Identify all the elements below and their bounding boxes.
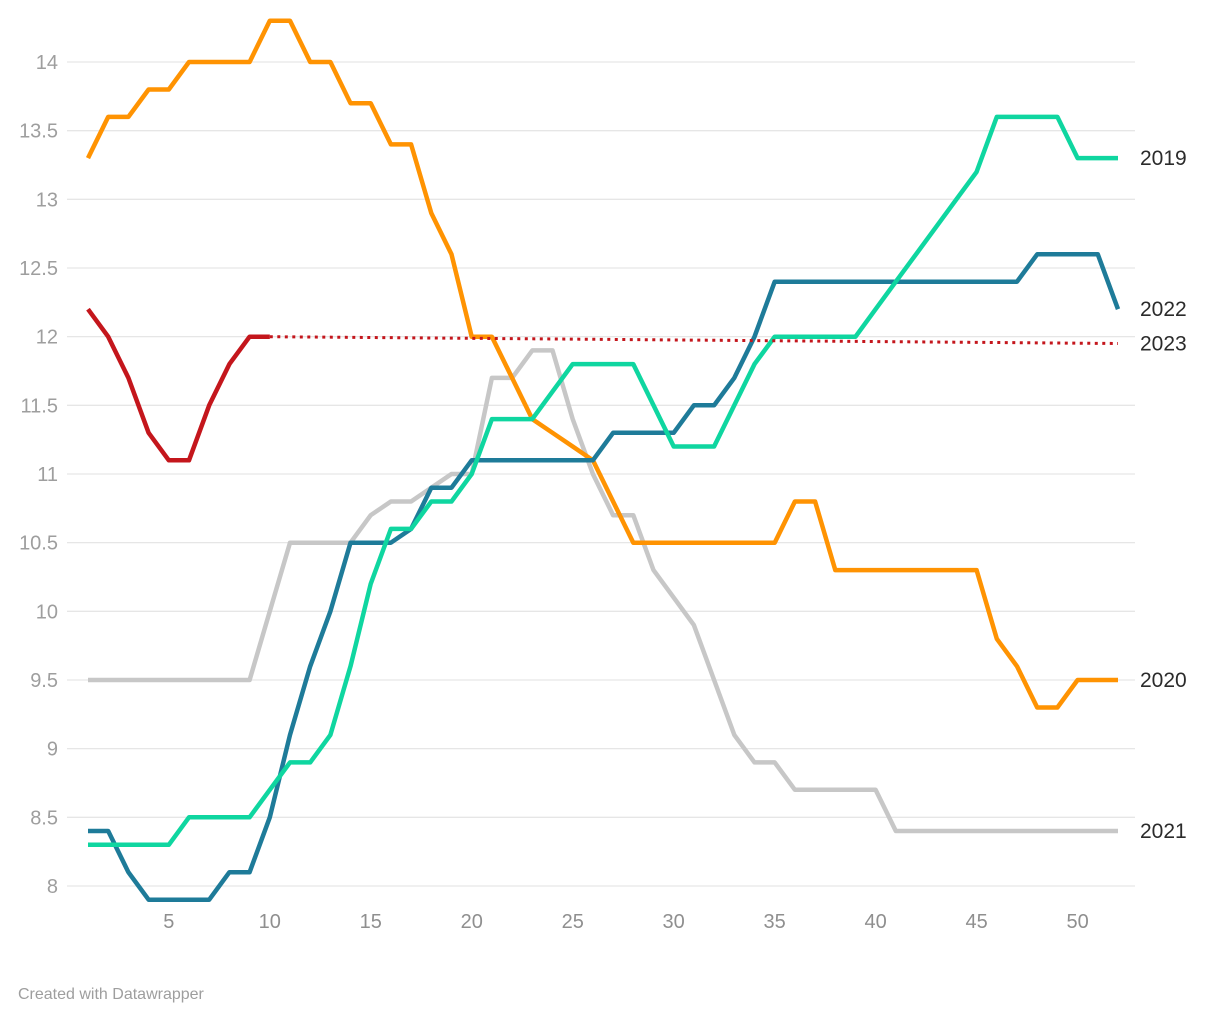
y-axis-label: 12 (36, 327, 58, 349)
series-line-2021 (88, 348, 1118, 834)
series-line-2019 (88, 114, 1118, 848)
y-axis-label: 12.5 (19, 258, 58, 280)
x-axis-label: 15 (360, 911, 382, 933)
series-end-label-2020: 2020 (1140, 669, 1187, 692)
series-line-2020 (85, 18, 1118, 710)
x-axis-label: 30 (663, 911, 685, 933)
y-axis-label: 11.5 (21, 395, 58, 417)
x-axis-label: 35 (764, 911, 786, 933)
series-end-label-2021: 2021 (1140, 820, 1187, 843)
x-axis-label: 5 (163, 911, 174, 933)
series-end-label-2023: 2023 (1140, 333, 1187, 356)
x-axis-label: 45 (966, 911, 988, 933)
series-end-label-2019: 2019 (1140, 147, 1187, 170)
datawrapper-credit: Created with Datawrapper (18, 986, 204, 1003)
y-axis-label: 8 (47, 876, 58, 898)
y-axis-label: 10.5 (19, 533, 58, 555)
series-line-2023-projection (269, 335, 1119, 345)
y-axis-label: 13.5 (19, 121, 58, 143)
x-axis-label: 20 (461, 911, 483, 933)
series-line-2023 (86, 307, 270, 463)
y-axis-label: 9 (47, 739, 58, 761)
y-axis-label: 11 (37, 464, 58, 486)
y-axis-label: 9.5 (30, 670, 58, 692)
x-axis-label: 50 (1066, 911, 1088, 933)
y-axis-label: 14 (36, 52, 58, 74)
series-line-2022 (88, 252, 1121, 902)
x-axis-label: 40 (865, 911, 887, 933)
y-axis-label: 8.5 (30, 807, 58, 829)
series-end-label-2022: 2022 (1140, 298, 1187, 321)
x-axis-label: 25 (562, 911, 584, 933)
y-axis-label: 10 (36, 601, 58, 623)
y-axis-label: 13 (36, 189, 58, 211)
x-axis-label: 10 (259, 911, 281, 933)
